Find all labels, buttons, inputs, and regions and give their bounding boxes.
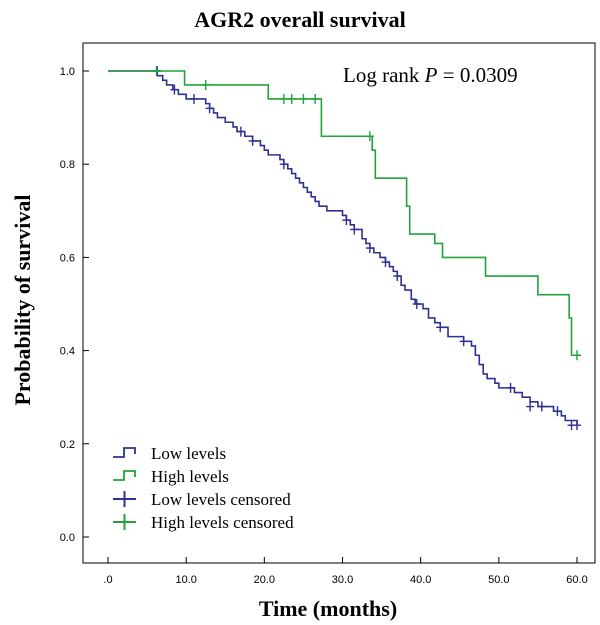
x-tick-label: 50.0 bbox=[488, 574, 509, 586]
low-levels-censor-mark bbox=[526, 401, 535, 412]
high-levels-censor-mark bbox=[573, 350, 581, 361]
y-tick-label: 0.6 bbox=[60, 252, 75, 264]
y-tick-label: 0.2 bbox=[60, 439, 75, 451]
low-levels-censor-mark bbox=[506, 382, 515, 393]
y-tick-label: 1.0 bbox=[60, 66, 75, 78]
legend-item: High levels bbox=[113, 467, 229, 486]
low-levels-censor-mark bbox=[553, 406, 562, 417]
x-tick-label: 40.0 bbox=[410, 574, 431, 586]
y-tick-label: 0.8 bbox=[60, 159, 75, 171]
low-levels-censor-mark bbox=[436, 322, 445, 333]
y-axis-title: Probability of survival bbox=[10, 194, 35, 405]
low-levels-censor-mark bbox=[381, 257, 390, 268]
high-levels-censor-mark bbox=[311, 93, 320, 104]
low-levels-censor-mark bbox=[236, 126, 245, 137]
x-tick-label: 60.0 bbox=[566, 574, 587, 586]
legend-label: Low levels censored bbox=[151, 490, 291, 509]
legend-label: High levels censored bbox=[151, 513, 294, 532]
legend-cross-swatch bbox=[113, 514, 136, 530]
low-levels-censor-mark bbox=[279, 159, 288, 170]
high-levels-censor-mark bbox=[152, 66, 161, 76]
low-levels-censor-mark bbox=[537, 401, 546, 412]
legend: Low levels High levels Low levels censored… bbox=[113, 444, 294, 532]
legend-item: High levels censored bbox=[113, 513, 294, 532]
log-rank-p: P bbox=[424, 63, 438, 87]
y-tick-label: 0.4 bbox=[60, 346, 75, 358]
x-tick-label: .0 bbox=[103, 574, 112, 586]
legend-item: Low levels bbox=[113, 444, 226, 463]
legend-step-swatch bbox=[113, 470, 136, 481]
low-levels-censor-mark bbox=[248, 135, 257, 146]
x-tick-label: 10.0 bbox=[175, 574, 196, 586]
log-rank-prefix: Log rank bbox=[343, 63, 425, 87]
x-ticks: .0 10.0 20.0 30.0 40.0 50.0 60.0 bbox=[103, 557, 588, 586]
high-levels-censor-mark bbox=[365, 131, 374, 142]
low-levels-censor-mark bbox=[205, 103, 214, 114]
low-levels-censor-mark bbox=[170, 84, 179, 95]
chart-title: AGR2 overall survival bbox=[194, 7, 405, 32]
low-levels-censor-mark bbox=[350, 224, 359, 235]
y-tick-label: 0.0 bbox=[60, 532, 75, 544]
log-rank-value: = 0.0309 bbox=[437, 63, 517, 87]
low-levels-curve bbox=[108, 70, 578, 426]
y-ticks: 0.0 0.2 0.4 0.6 0.8 1.0 bbox=[60, 66, 89, 544]
x-axis-title: Time (months) bbox=[259, 596, 397, 621]
series-layer bbox=[108, 66, 581, 431]
legend-label: Low levels bbox=[151, 444, 226, 463]
high-levels-censor-mark bbox=[287, 93, 296, 104]
low-levels-censor-mark bbox=[342, 215, 351, 226]
low-levels-censor-mark bbox=[393, 271, 402, 282]
low-levels-censor-mark bbox=[365, 243, 374, 254]
legend-cross-swatch bbox=[113, 491, 136, 507]
log-rank-annotation: Log rank P = 0.0309 bbox=[343, 63, 518, 87]
high-levels-censor-mark bbox=[201, 79, 210, 90]
low-levels-censor-mark bbox=[412, 299, 421, 309]
high-levels-censor-mark bbox=[279, 93, 288, 104]
x-tick-label: 30.0 bbox=[332, 574, 353, 586]
low-levels-censor-mark bbox=[573, 420, 581, 431]
legend-label: High levels bbox=[151, 467, 229, 486]
legend-step-swatch bbox=[113, 447, 136, 458]
legend-item: Low levels censored bbox=[113, 490, 291, 509]
high-levels-censor-mark bbox=[299, 93, 308, 104]
x-tick-label: 20.0 bbox=[254, 574, 275, 586]
low-levels-censor-mark bbox=[189, 93, 198, 104]
low-levels-censor-mark bbox=[459, 336, 468, 347]
